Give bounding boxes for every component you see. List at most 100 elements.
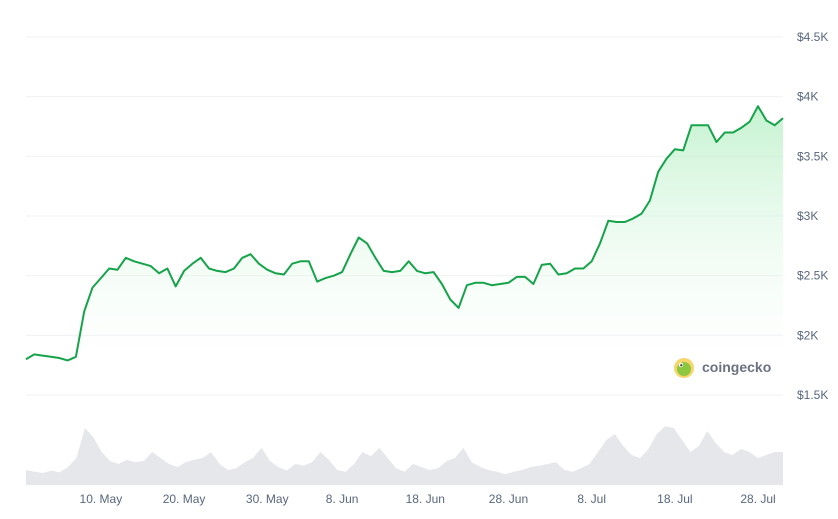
price-point — [532, 283, 534, 285]
x-tick-label: 28. Jun — [489, 492, 528, 506]
price-point — [108, 267, 110, 269]
price-point — [358, 236, 360, 238]
price-point — [657, 171, 659, 173]
price-point — [549, 263, 551, 265]
price-point — [333, 275, 335, 277]
price-point — [324, 277, 326, 279]
y-tick-label: $2K — [797, 328, 818, 342]
price-point — [765, 119, 767, 121]
price-point — [707, 124, 709, 126]
volume-area-path — [26, 426, 783, 485]
price-point — [615, 221, 617, 223]
y-tick-label: $4.5K — [797, 30, 828, 44]
price-point — [566, 272, 568, 274]
price-point — [258, 263, 260, 265]
price-point — [208, 267, 210, 269]
price-point — [541, 264, 543, 266]
x-tick-label: 20. May — [163, 492, 206, 506]
price-point — [133, 260, 135, 262]
price-point — [724, 131, 726, 133]
price-point — [291, 263, 293, 265]
price-point — [682, 149, 684, 151]
price-point — [241, 257, 243, 259]
price-point — [449, 298, 451, 300]
price-point — [740, 127, 742, 129]
price-point — [491, 284, 493, 286]
price-point — [50, 356, 52, 358]
price-point — [715, 141, 717, 143]
price-point — [41, 354, 43, 356]
price-point — [274, 272, 276, 274]
price-point — [524, 276, 526, 278]
price-point — [283, 273, 285, 275]
price-point — [83, 310, 85, 312]
price-point — [91, 286, 93, 288]
price-line — [25, 105, 784, 362]
price-point — [591, 260, 593, 262]
x-tick-label: 8. Jul — [577, 492, 606, 506]
price-point — [732, 131, 734, 133]
price-point — [349, 253, 351, 255]
price-point — [674, 148, 676, 150]
price-point — [516, 276, 518, 278]
price-point — [574, 267, 576, 269]
coingecko-watermark: coingecko — [674, 358, 771, 378]
price-point — [640, 212, 642, 214]
x-tick-label: 10. May — [80, 492, 123, 506]
x-tick-label: 30. May — [246, 492, 289, 506]
price-point — [100, 277, 102, 279]
price-point — [391, 271, 393, 273]
y-tick-label: $2.5K — [797, 269, 828, 283]
price-point — [66, 359, 68, 361]
price-point — [774, 124, 776, 126]
volume-area — [26, 426, 783, 485]
price-point — [125, 257, 127, 259]
price-point — [424, 272, 426, 274]
price-point — [457, 307, 459, 309]
price-point — [482, 282, 484, 284]
price-point — [25, 358, 27, 360]
price-point — [374, 257, 376, 259]
y-tick-label: $1.5K — [797, 388, 828, 402]
price-point — [308, 260, 310, 262]
price-point — [216, 270, 218, 272]
price-point — [366, 242, 368, 244]
price-point — [441, 283, 443, 285]
price-point — [200, 257, 202, 259]
price-point — [599, 242, 601, 244]
price-point — [416, 270, 418, 272]
price-point — [499, 283, 501, 285]
price-point — [507, 282, 509, 284]
price-point — [466, 284, 468, 286]
price-point — [166, 267, 168, 269]
price-point — [116, 269, 118, 271]
y-tick-label: $4K — [797, 90, 818, 104]
coingecko-logo-icon — [674, 358, 694, 378]
price-point — [33, 353, 35, 355]
price-point — [266, 269, 268, 271]
price-point — [158, 272, 160, 274]
price-point — [341, 271, 343, 273]
price-area-fill — [26, 106, 783, 395]
price-point — [383, 270, 385, 272]
price-point — [408, 260, 410, 262]
x-tick-label: 28. Jul — [740, 492, 775, 506]
price-point — [224, 271, 226, 273]
price-point — [582, 267, 584, 269]
price-area-path — [26, 106, 783, 395]
price-point — [150, 265, 152, 267]
price-line-layer — [25, 105, 784, 362]
price-point — [432, 271, 434, 273]
price-point — [299, 260, 301, 262]
price-point — [782, 117, 784, 119]
price-point — [699, 124, 701, 126]
y-tick-label: $3.5K — [797, 149, 828, 163]
price-point — [58, 357, 60, 359]
price-point — [607, 220, 609, 222]
price-point — [665, 158, 667, 160]
price-point — [399, 270, 401, 272]
price-point — [749, 121, 751, 123]
price-point — [249, 253, 251, 255]
